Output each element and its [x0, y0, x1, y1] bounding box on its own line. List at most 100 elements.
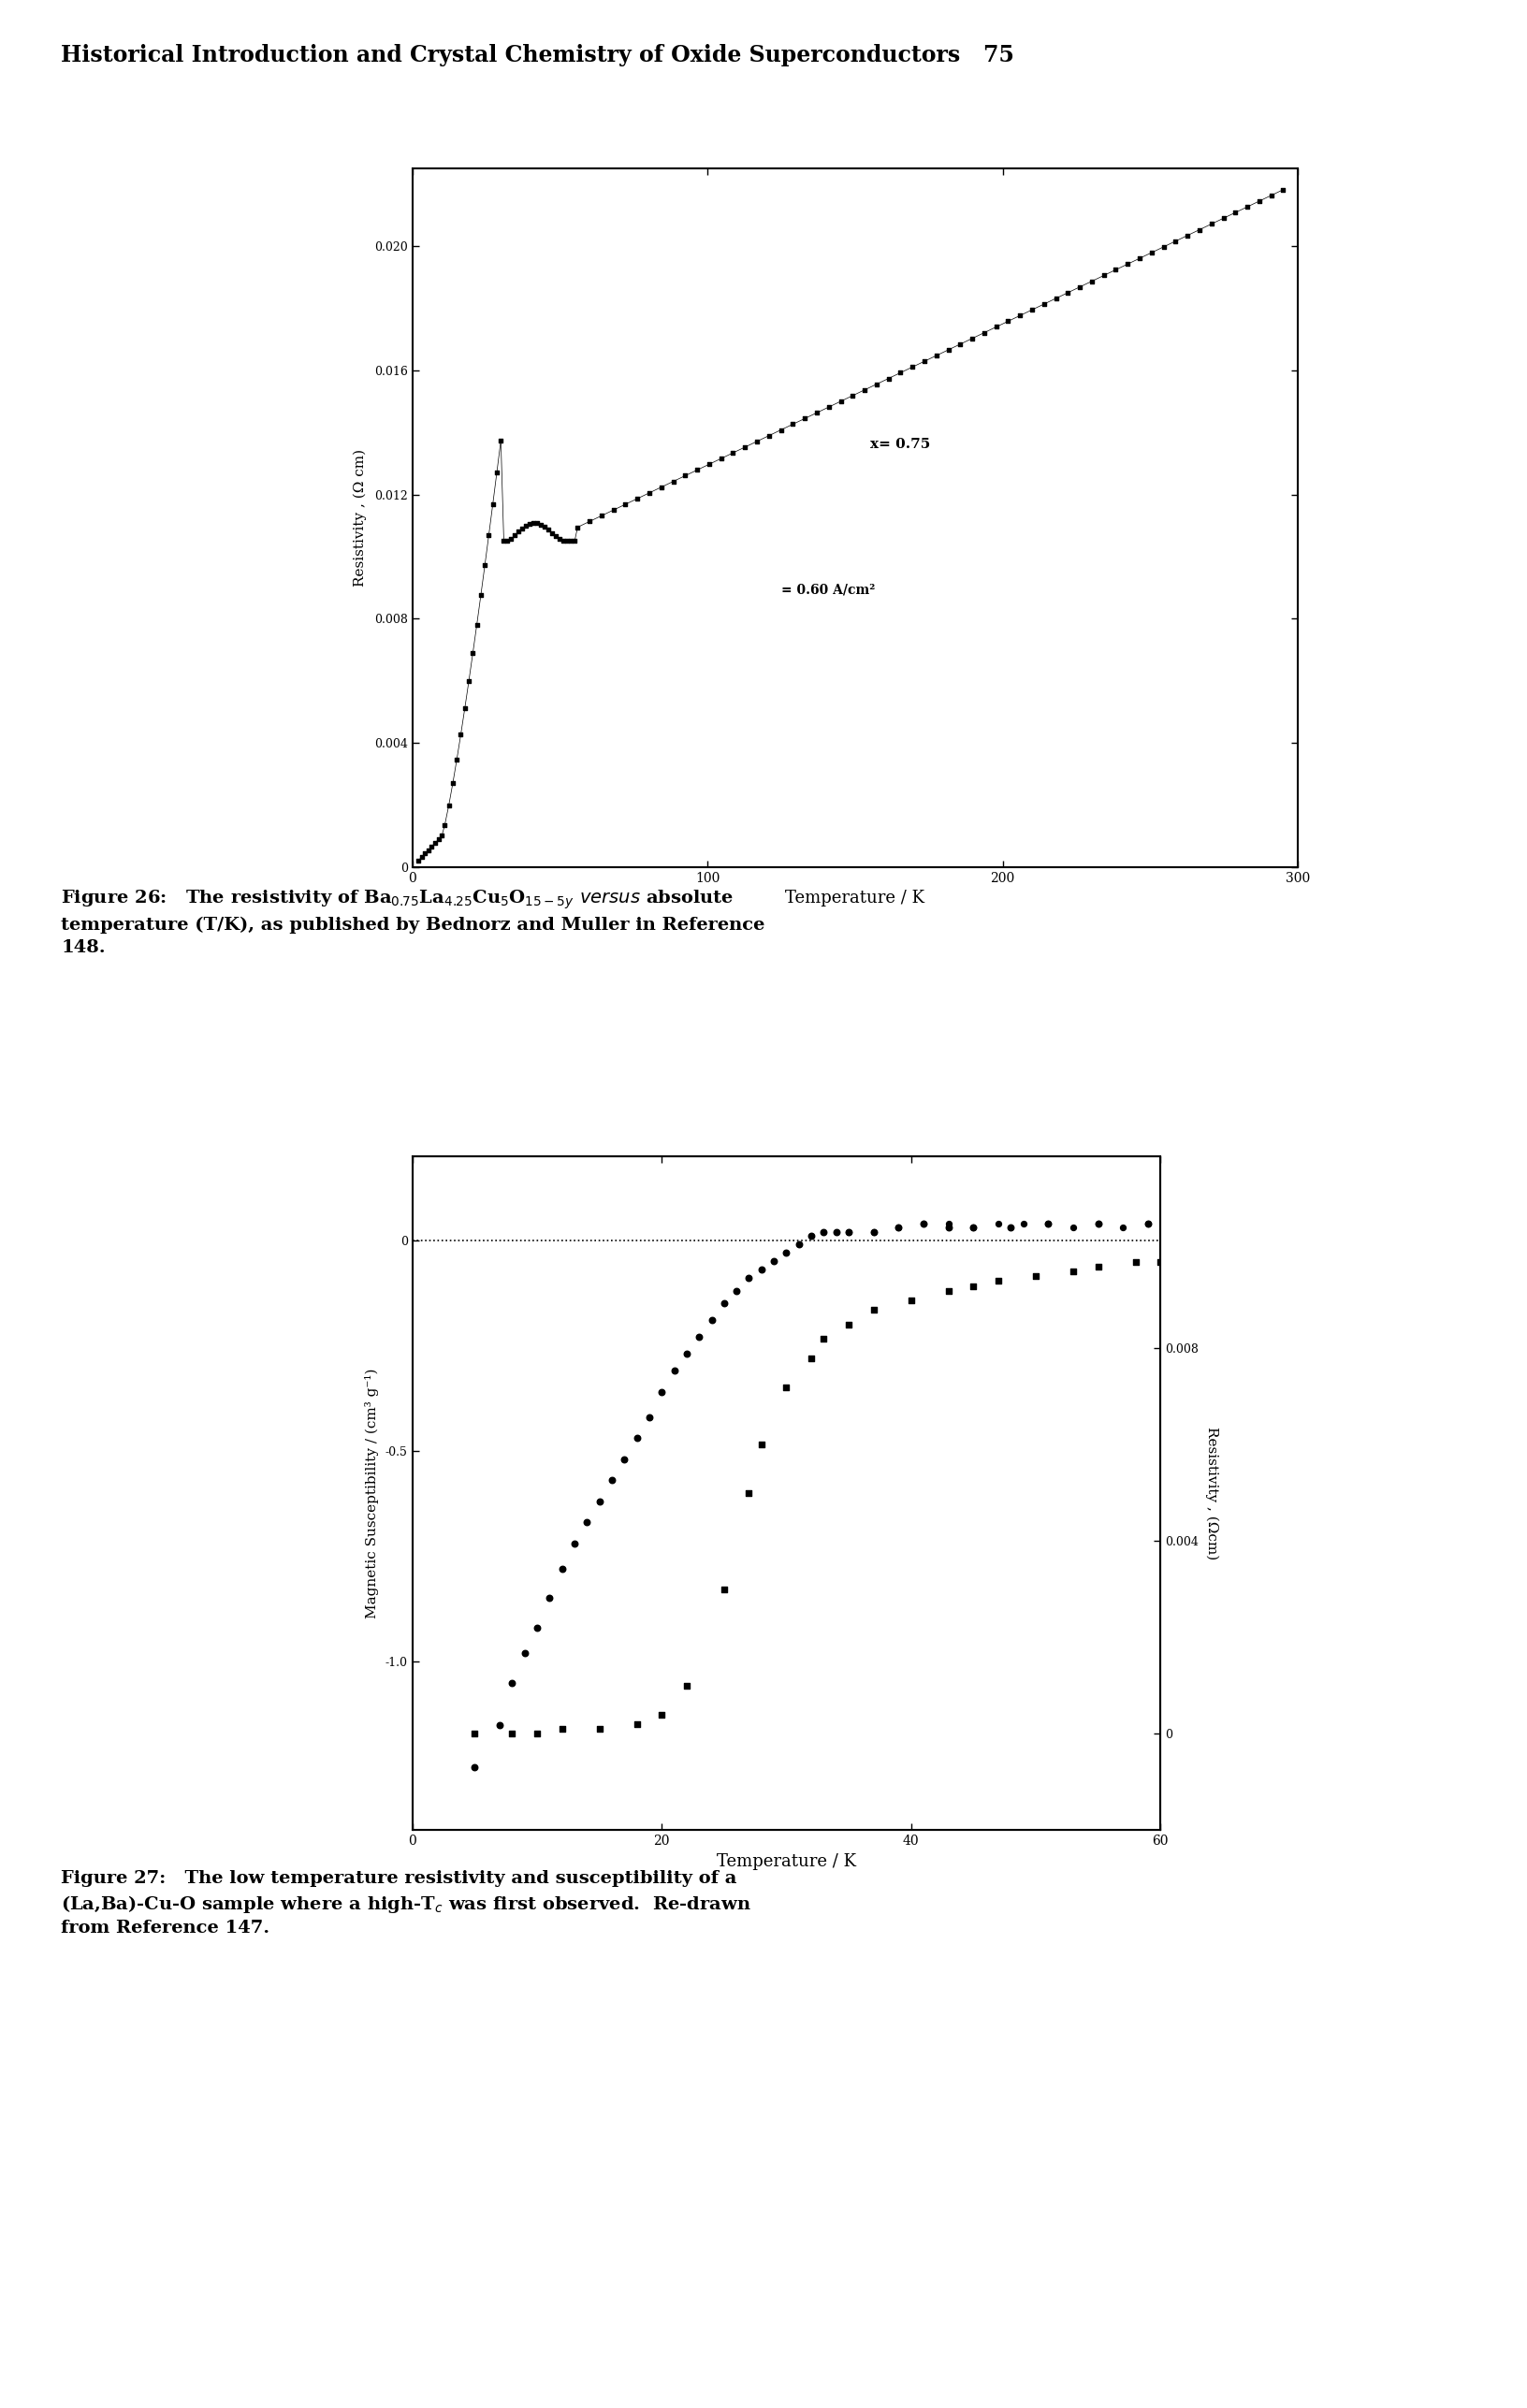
Point: [886, 1209, 910, 1247]
Point: [510, 508, 534, 547]
Point: [724, 1271, 748, 1310]
Point: [864, 366, 889, 405]
Point: [432, 807, 457, 845]
Point: [649, 1373, 673, 1411]
Text: Figure 26:   The resistivity of Ba$_{0.75}$La$_{4.25}$Cu$_5$O$_{15-5y}$ $\it{ver: Figure 26: The resistivity of Ba$_{0.75}…: [61, 889, 765, 956]
Point: [936, 1209, 960, 1247]
Point: [1116, 246, 1141, 284]
Point: [1164, 222, 1188, 260]
Point: [1235, 188, 1260, 226]
Point: [586, 1710, 611, 1748]
Point: [837, 1214, 861, 1252]
Point: [1092, 255, 1116, 294]
Point: [518, 503, 542, 542]
Point: [444, 739, 469, 778]
Point: [507, 513, 531, 551]
Point: [812, 1214, 837, 1252]
Text: x= 0.75: x= 0.75: [870, 438, 930, 450]
Point: [686, 450, 710, 489]
Point: [1086, 1204, 1110, 1243]
Point: [861, 1291, 886, 1329]
Y-axis label: Resistivity , (Ω cm): Resistivity , (Ω cm): [353, 448, 366, 588]
Point: [649, 467, 673, 506]
Point: [1035, 1204, 1060, 1243]
Point: [1248, 183, 1272, 222]
Point: [675, 1666, 699, 1705]
Point: [533, 508, 557, 547]
Point: [1011, 1204, 1035, 1243]
Point: [840, 376, 864, 414]
Point: [687, 1317, 712, 1356]
Point: [1086, 1247, 1110, 1286]
Point: [1080, 262, 1104, 301]
Point: [799, 1339, 823, 1377]
Point: [912, 1204, 936, 1243]
Point: [515, 506, 539, 544]
Point: [837, 1305, 861, 1344]
Point: [406, 840, 431, 879]
Point: [1067, 267, 1092, 306]
Point: [786, 1226, 811, 1264]
Point: [457, 662, 481, 701]
Point: [986, 1262, 1011, 1300]
Point: [499, 1664, 524, 1702]
Point: [805, 393, 829, 431]
Point: [1112, 1209, 1136, 1247]
Point: [1188, 209, 1212, 248]
Point: [602, 491, 626, 530]
Point: [1270, 171, 1295, 209]
Point: [829, 383, 854, 421]
Point: [550, 1710, 574, 1748]
Point: [420, 828, 444, 867]
Text: = 0.60 A/cm²: = 0.60 A/cm²: [782, 583, 875, 597]
Point: [817, 388, 841, 426]
Point: [484, 453, 508, 491]
Point: [962, 1209, 986, 1247]
Point: [473, 547, 498, 585]
Point: [1176, 217, 1200, 255]
Point: [1136, 1204, 1161, 1243]
Point: [675, 1334, 699, 1373]
Point: [1061, 1209, 1086, 1247]
Point: [1055, 275, 1080, 313]
Point: [1211, 200, 1235, 238]
Point: [1061, 1252, 1086, 1291]
Point: [1127, 238, 1151, 277]
Point: [625, 1705, 649, 1743]
Point: [924, 337, 948, 376]
Point: [962, 1267, 986, 1305]
Point: [1260, 176, 1284, 214]
Point: [441, 763, 466, 802]
Point: [1139, 234, 1164, 272]
Point: [999, 1209, 1023, 1247]
Y-axis label: Magnetic Susceptibility / (cm³ g⁻¹): Magnetic Susceptibility / (cm³ g⁻¹): [365, 1368, 379, 1618]
Point: [429, 816, 454, 855]
Point: [574, 1503, 599, 1541]
Point: [661, 462, 686, 501]
Point: [637, 1397, 661, 1435]
Point: [696, 445, 721, 484]
Point: [525, 503, 550, 542]
Point: [1035, 1204, 1060, 1243]
Point: [1124, 1243, 1148, 1281]
X-axis label: Temperature / K: Temperature / K: [785, 889, 925, 905]
Point: [750, 1250, 774, 1288]
Point: [973, 313, 997, 352]
Point: [600, 1462, 625, 1500]
Point: [562, 1524, 586, 1563]
Point: [565, 508, 589, 547]
Point: [1136, 1204, 1161, 1243]
Point: [736, 1259, 760, 1298]
Point: [712, 1570, 736, 1609]
Point: [521, 503, 545, 542]
Point: [463, 1714, 487, 1753]
Point: [437, 785, 461, 824]
Point: [886, 1209, 910, 1247]
Point: [1032, 284, 1057, 323]
Point: [464, 604, 489, 643]
Point: [825, 1214, 849, 1252]
Point: [1023, 1257, 1048, 1296]
Point: [469, 576, 493, 614]
Point: [426, 821, 450, 860]
Point: [463, 1748, 487, 1787]
